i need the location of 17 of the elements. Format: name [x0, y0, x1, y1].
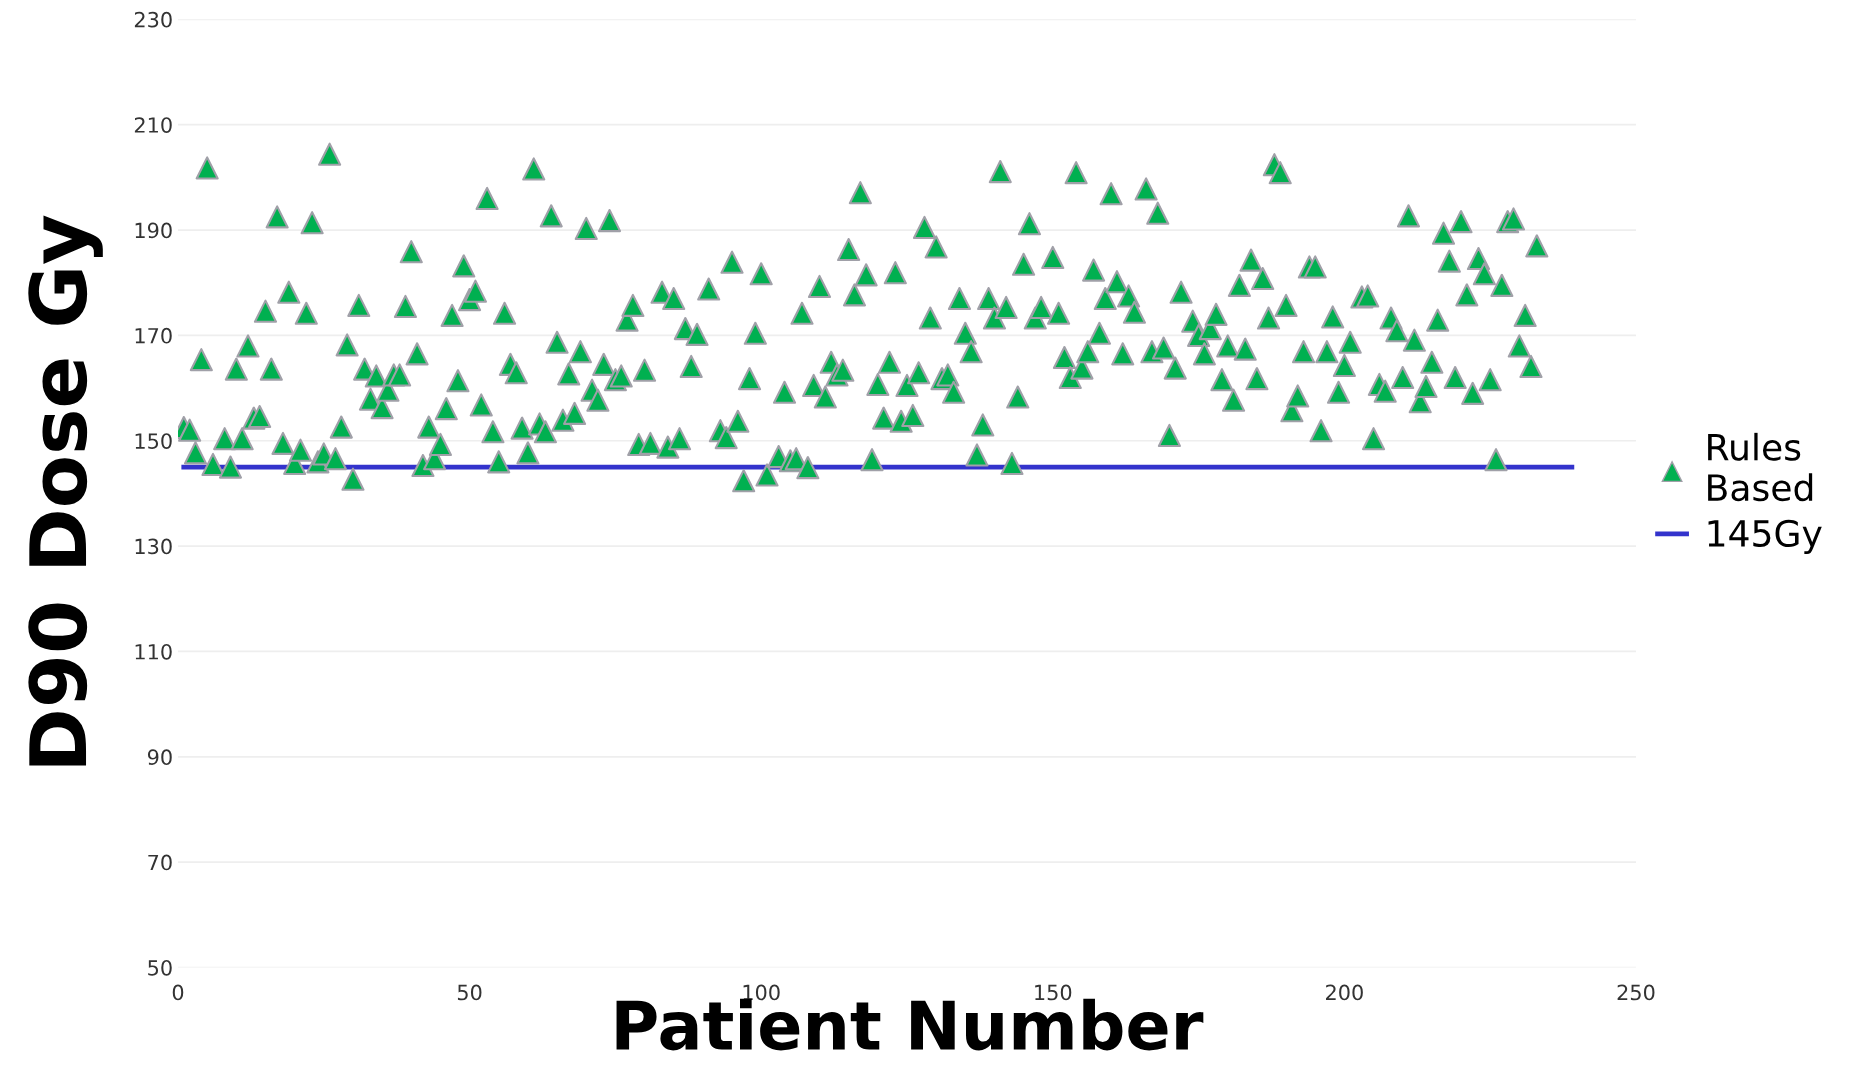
legend-label: Rules Based [1708, 432, 1813, 502]
x-tick-label: 250 [1617, 984, 1655, 1001]
y-tick-label: 130 [135, 538, 172, 555]
y-tick-label: 150 [135, 433, 172, 449]
x-tick-label: 0 [172, 984, 184, 1001]
x-tick-label: 200 [1326, 984, 1363, 1001]
x-tick-label: 50 [457, 984, 482, 1001]
y-tick-label: 230 [134, 11, 172, 28]
y-tick-label: 170 [135, 327, 172, 344]
y-axis-title: D90 Dose Gy [28, 215, 103, 766]
legend-label: 145Gy [1708, 519, 1822, 555]
y-tick-label: 50 [148, 959, 172, 976]
y-tick-label: 110 [135, 643, 172, 660]
y-tick-label: 210 [134, 117, 172, 133]
y-tick-label: 190 [135, 222, 172, 239]
y-tick-label: 90 [147, 749, 172, 766]
y-tick-label: 70 [148, 854, 172, 871]
